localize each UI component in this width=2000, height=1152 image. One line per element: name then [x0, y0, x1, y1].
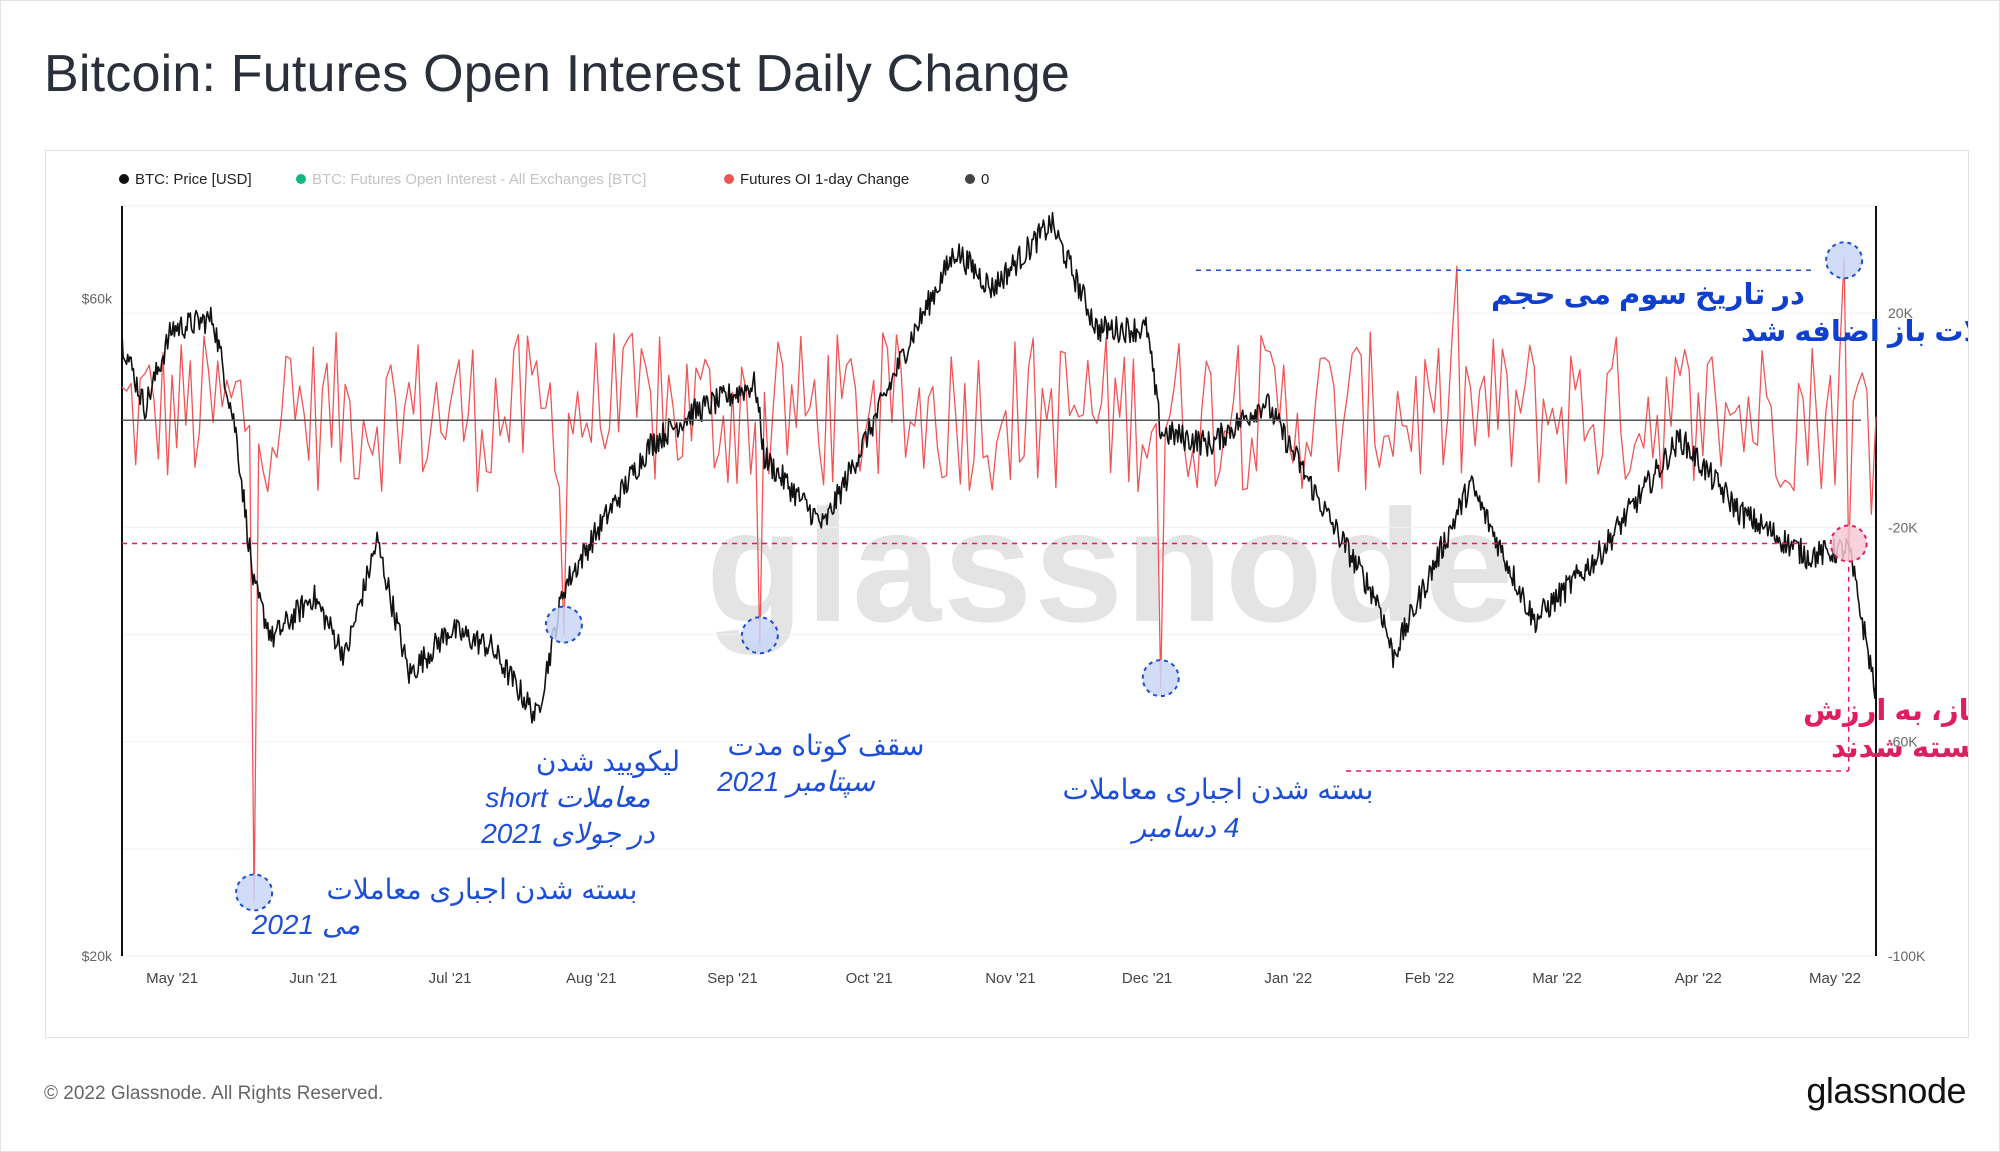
glassnode-logo: glassnode: [1806, 1070, 1966, 1111]
annotation-sep21-line2: سپتامبر 2021: [716, 766, 875, 798]
x-tick-label: Feb '22: [1405, 970, 1455, 987]
watermark: glassnode: [706, 476, 1515, 655]
event-marker: [1141, 659, 1180, 698]
x-tick-label: Nov '21: [985, 970, 1035, 987]
axes: $60k $20k 20K -20K -60K -100K May '21 Jun '21 Ju…: [82, 206, 1926, 987]
grid: [122, 205, 1876, 957]
x-tick-label: Mar '22: [1532, 970, 1582, 987]
annotations: در تاریخ سوم می حجم 30.4 هزار بیتکوین به…: [251, 279, 2000, 940]
event-marker: [1825, 241, 1864, 280]
reference-lines: [122, 269, 1861, 772]
right-tick-label: -100K: [1888, 948, 1926, 964]
annotation-may22-line2: 25.48 هزار بیتکوین به اجبار بسته شدند: [1831, 732, 1968, 764]
legend-dot-oi: [296, 174, 306, 184]
annotation-jul21-line3: در جولای 2021: [480, 818, 655, 850]
page-title: Bitcoin: Futures Open Interest Daily Cha…: [44, 45, 1071, 103]
left-tick-label: $60k: [82, 290, 113, 306]
chart-svg: BTC: Price [USD] BTC: Futures Open Inter…: [82, 171, 2000, 987]
legend-dot-price: [119, 174, 129, 184]
event-marker-may4: [1829, 524, 1868, 563]
annotation-dec21-line2: 4 دسامبر: [1130, 812, 1240, 844]
legend-dot-zero: [965, 174, 975, 184]
event-marker: [235, 873, 274, 912]
right-tick-label: -20K: [1888, 519, 1918, 535]
event-marker: [544, 605, 583, 644]
price-line: [121, 211, 1877, 724]
x-tick-label: Sep '21: [707, 970, 757, 987]
annotation-sep21-line1: سقف کوتاه مدت: [727, 730, 924, 762]
annotation-may21-line2: می 2021: [251, 909, 360, 940]
annotation-may3-line1: در تاریخ سوم می حجم: [1491, 279, 1805, 311]
x-tick-label: Jul '21: [429, 970, 472, 987]
legend-label-zero: 0: [981, 171, 989, 188]
chart-container: BTC: Price [USD] BTC: Futures Open Inter…: [45, 150, 2000, 1038]
annotation-may21-line1: بسته شدن اجباری معاملات: [327, 874, 638, 906]
legend-label-price: BTC: Price [USD]: [135, 171, 252, 188]
annotation-dec21-line1: بسته شدن اجباری معاملات: [1063, 774, 1374, 806]
price-series: [121, 211, 1877, 724]
annotation-jul21-line2: معاملات short: [485, 782, 650, 813]
x-tick-label: Aug '21: [566, 970, 616, 987]
legend-label-oi-change: Futures OI 1-day Change: [740, 171, 909, 188]
right-tick-label: -60K: [1888, 734, 1918, 750]
event-markers: [235, 241, 1868, 912]
annotation-may3-line2: 30.4 هزار بیتکوین به معاملات باز اضافه ش…: [1741, 316, 1968, 348]
copyright: © 2022 Glassnode. All Rights Reserved.: [44, 1083, 384, 1104]
annotation-may22-line1: در چهارم می معاملات باز، به ارزش: [1803, 695, 1968, 728]
x-tick-label: Jan '22: [1264, 970, 1312, 987]
annotation-jul21-line1: لیکویید شدن: [536, 746, 680, 778]
x-tick-label: May '22: [1809, 970, 1861, 987]
left-tick-label: $20k: [82, 948, 113, 964]
oi-change-line: [121, 256, 1877, 904]
x-tick-label: Jun '21: [289, 970, 337, 987]
x-tick-label: Oct '21: [846, 970, 893, 987]
oi-change-series: [121, 256, 1877, 904]
event-marker: [740, 616, 779, 655]
legend: BTC: Price [USD] BTC: Futures Open Inter…: [119, 171, 989, 188]
x-tick-label: Apr '22: [1675, 970, 1722, 987]
right-tick-label: 20K: [1888, 305, 1914, 321]
x-tick-label: Dec '21: [1122, 970, 1172, 987]
x-tick-label: May '21: [146, 970, 198, 987]
legend-dot-oi-change: [724, 174, 734, 184]
legend-label-oi: BTC: Futures Open Interest - All Exchang…: [312, 171, 646, 188]
